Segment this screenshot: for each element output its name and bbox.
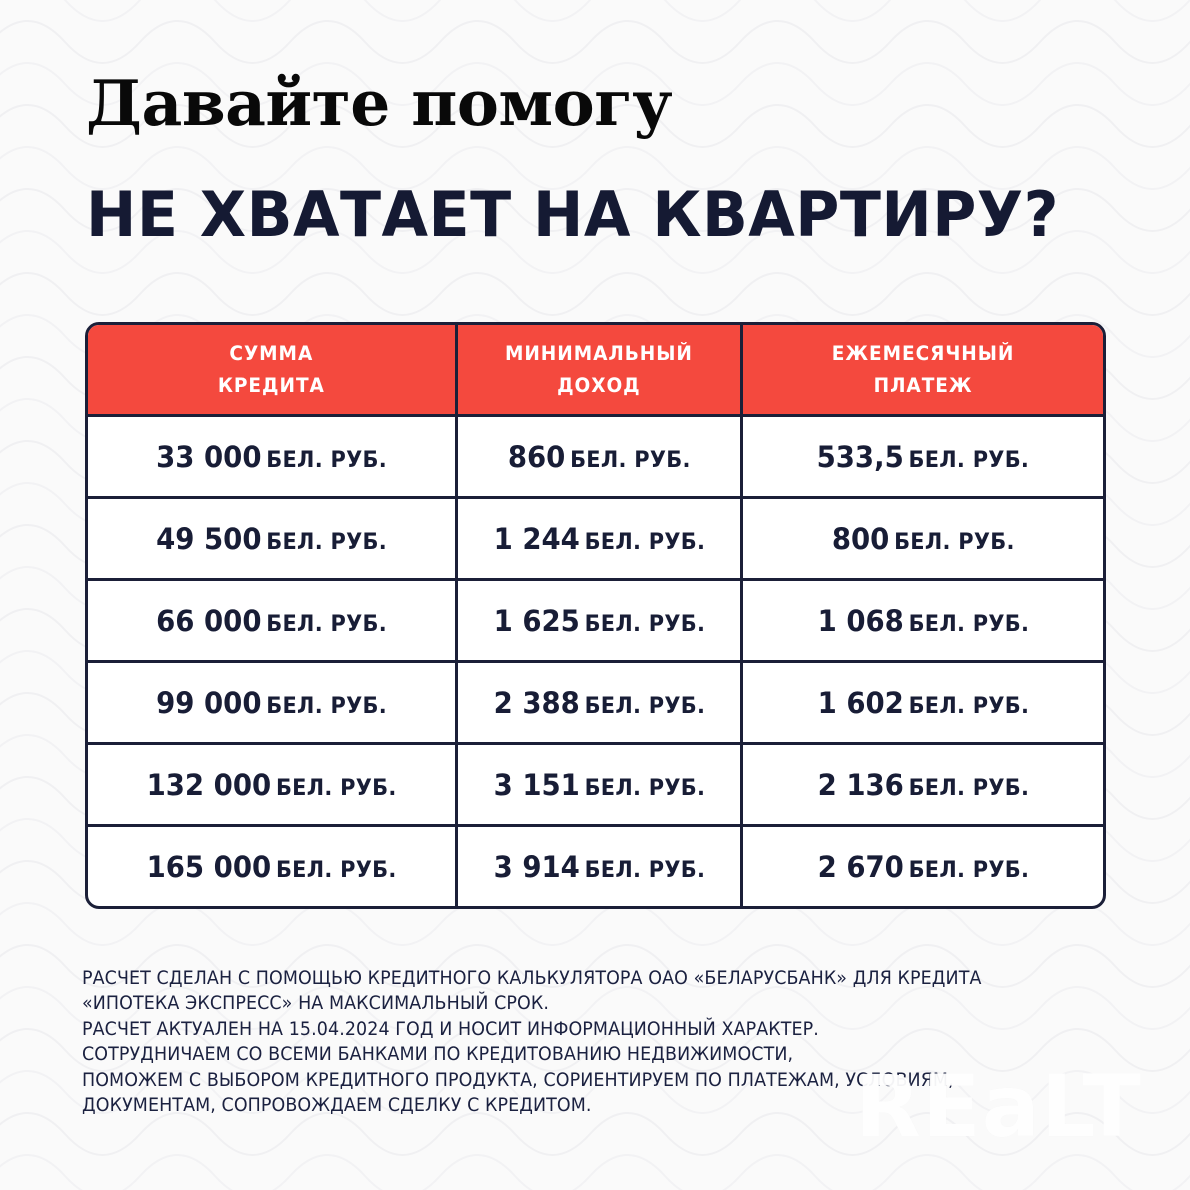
cell-monthly-payment: 800 БЕЛ. РУБ. bbox=[740, 499, 1103, 578]
footnote-disclaimer: РАСЧЕТ СДЕЛАН С ПОМОЩЬЮ КРЕДИТНОГО КАЛЬК… bbox=[82, 966, 1075, 1118]
cell-monthly-payment: 2 136 БЕЛ. РУБ. bbox=[740, 745, 1103, 824]
column-header-monthly-payment-line1: ЕЖЕМЕСЯЧНЫЙ bbox=[831, 341, 1015, 365]
value-credit-amount: 132 000 bbox=[146, 767, 272, 802]
value-min-income: 3 151 bbox=[493, 767, 580, 802]
value-monthly-payment: 2 136 bbox=[817, 767, 904, 802]
unit-label: БЕЛ. РУБ. bbox=[584, 857, 705, 883]
value-min-income: 3 914 bbox=[493, 849, 580, 884]
cell-credit-amount: 99 000 БЕЛ. РУБ. bbox=[88, 663, 455, 742]
cell-credit-amount: 165 000 БЕЛ. РУБ. bbox=[88, 827, 455, 906]
value-credit-amount: 66 000 bbox=[156, 603, 262, 638]
cell-min-income: 3 914 БЕЛ. РУБ. bbox=[455, 827, 740, 906]
cell-monthly-payment: 533,5 БЕЛ. РУБ. bbox=[740, 417, 1103, 496]
unit-label: БЕЛ. РУБ. bbox=[584, 775, 705, 801]
unit-label: БЕЛ. РУБ. bbox=[266, 447, 387, 473]
unit-label: БЕЛ. РУБ. bbox=[908, 775, 1029, 801]
page-title-primary: Давайте помогу bbox=[86, 66, 673, 140]
heading-block: Давайте помогу НЕ ХВАТАЕТ НА КВАРТИРУ? bbox=[86, 72, 1126, 246]
unit-label: БЕЛ. РУБ. bbox=[569, 447, 691, 473]
cell-monthly-payment: 1 068 БЕЛ. РУБ. bbox=[740, 581, 1103, 660]
column-header-min-income: МИНИМАЛЬНЫЙ ДОХОД bbox=[455, 325, 740, 414]
footnote-line: СОТРУДНИЧАЕМ СО ВСЕМИ БАНКАМИ ПО КРЕДИТО… bbox=[82, 1044, 794, 1066]
cell-min-income: 2 388 БЕЛ. РУБ. bbox=[455, 663, 740, 742]
unit-label: БЕЛ. РУБ. bbox=[266, 529, 387, 555]
credit-rates-table: СУММА КРЕДИТА МИНИМАЛЬНЫЙ ДОХОД ЕЖЕМЕСЯЧ… bbox=[85, 322, 1106, 909]
cell-min-income: 1 625 БЕЛ. РУБ. bbox=[455, 581, 740, 660]
value-credit-amount: 165 000 bbox=[146, 849, 272, 884]
unit-label: БЕЛ. РУБ. bbox=[584, 611, 705, 637]
footnote-line: «ИПОТЕКА ЭКСПРЕСС» НА МАКСИМАЛЬНЫЙ СРОК. bbox=[82, 993, 550, 1015]
cell-min-income: 860 БЕЛ. РУБ. bbox=[455, 417, 740, 496]
table-header-row: СУММА КРЕДИТА МИНИМАЛЬНЫЙ ДОХОД ЕЖЕМЕСЯЧ… bbox=[88, 325, 1103, 414]
table-row: 165 000 БЕЛ. РУБ. 3 914 БЕЛ. РУБ. 2 670 БЕЛ… bbox=[88, 824, 1103, 906]
unit-label: БЕЛ. РУБ. bbox=[584, 529, 705, 555]
table-row: 99 000 БЕЛ. РУБ. 2 388 БЕЛ. РУБ. 1 602 БЕЛ.… bbox=[88, 660, 1103, 742]
value-min-income: 860 bbox=[507, 439, 566, 474]
value-min-income: 1 625 bbox=[493, 603, 580, 638]
table-row: 66 000 БЕЛ. РУБ. 1 625 БЕЛ. РУБ. 1 068 БЕЛ.… bbox=[88, 578, 1103, 660]
page-title-secondary: НЕ ХВАТАЕТ НА КВАРТИРУ? bbox=[86, 178, 1059, 251]
column-header-min-income-line2: ДОХОД bbox=[557, 373, 641, 397]
value-monthly-payment: 1 602 bbox=[817, 685, 904, 720]
value-min-income: 2 388 bbox=[493, 685, 580, 720]
cell-min-income: 1 244 БЕЛ. РУБ. bbox=[455, 499, 740, 578]
cell-monthly-payment: 1 602 БЕЛ. РУБ. bbox=[740, 663, 1103, 742]
column-header-min-income-line1: МИНИМАЛЬНЫЙ bbox=[505, 341, 693, 365]
footnote-line: ПОМОЖЕМ С ВЫБОРОМ КРЕДИТНОГО ПРОДУКТА, С… bbox=[82, 1069, 954, 1091]
value-monthly-payment: 2 670 bbox=[817, 849, 904, 884]
cell-credit-amount: 132 000 БЕЛ. РУБ. bbox=[88, 745, 455, 824]
footnote-line: РАСЧЕТ СДЕЛАН С ПОМОЩЬЮ КРЕДИТНОГО КАЛЬК… bbox=[82, 968, 982, 989]
column-header-monthly-payment-line2: ПЛАТЕЖ bbox=[873, 373, 973, 397]
footnote-line: ДОКУМЕНТАМ, СОПРОВОЖДАЕМ СДЕЛКУ С КРЕДИТ… bbox=[82, 1095, 592, 1117]
value-monthly-payment: 533,5 bbox=[816, 439, 904, 474]
value-credit-amount: 99 000 bbox=[156, 685, 262, 720]
column-header-credit-amount: СУММА КРЕДИТА bbox=[88, 325, 455, 414]
unit-label: БЕЛ. РУБ. bbox=[275, 857, 397, 883]
unit-label: БЕЛ. РУБ. bbox=[908, 693, 1029, 719]
unit-label: БЕЛ. РУБ. bbox=[908, 611, 1029, 637]
value-min-income: 1 244 bbox=[493, 521, 580, 556]
column-header-credit-amount-line1: СУММА bbox=[229, 341, 314, 365]
value-monthly-payment: 1 068 bbox=[817, 603, 904, 638]
unit-label: БЕЛ. РУБ. bbox=[275, 775, 397, 801]
value-monthly-payment: 800 bbox=[831, 521, 890, 556]
column-header-credit-amount-line2: КРЕДИТА bbox=[217, 373, 325, 397]
unit-label: БЕЛ. РУБ. bbox=[908, 447, 1030, 473]
cell-credit-amount: 33 000 БЕЛ. РУБ. bbox=[88, 417, 455, 496]
unit-label: БЕЛ. РУБ. bbox=[893, 529, 1015, 555]
value-credit-amount: 49 500 bbox=[156, 521, 262, 556]
cell-min-income: 3 151 БЕЛ. РУБ. bbox=[455, 745, 740, 824]
unit-label: БЕЛ. РУБ. bbox=[266, 693, 387, 719]
table-row: 49 500 БЕЛ. РУБ. 1 244 БЕЛ. РУБ. 800 БЕЛ. Р… bbox=[88, 496, 1103, 578]
unit-label: БЕЛ. РУБ. bbox=[584, 693, 705, 719]
cell-monthly-payment: 2 670 БЕЛ. РУБ. bbox=[740, 827, 1103, 906]
footnote-line: РАСЧЕТ АКТУАЛЕН НА 15.04.2024 ГОД И НОСИ… bbox=[82, 1018, 819, 1040]
cell-credit-amount: 49 500 БЕЛ. РУБ. bbox=[88, 499, 455, 578]
table-row: 33 000 БЕЛ. РУБ. 860 БЕЛ. РУБ. 533,5 БЕЛ. Р… bbox=[88, 414, 1103, 496]
column-header-monthly-payment: ЕЖЕМЕСЯЧНЫЙ ПЛАТЕЖ bbox=[740, 325, 1103, 414]
unit-label: БЕЛ. РУБ. bbox=[266, 611, 387, 637]
table-row: 132 000 БЕЛ. РУБ. 3 151 БЕЛ. РУБ. 2 136 БЕЛ… bbox=[88, 742, 1103, 824]
unit-label: БЕЛ. РУБ. bbox=[908, 857, 1029, 883]
cell-credit-amount: 66 000 БЕЛ. РУБ. bbox=[88, 581, 455, 660]
value-credit-amount: 33 000 bbox=[156, 439, 262, 474]
